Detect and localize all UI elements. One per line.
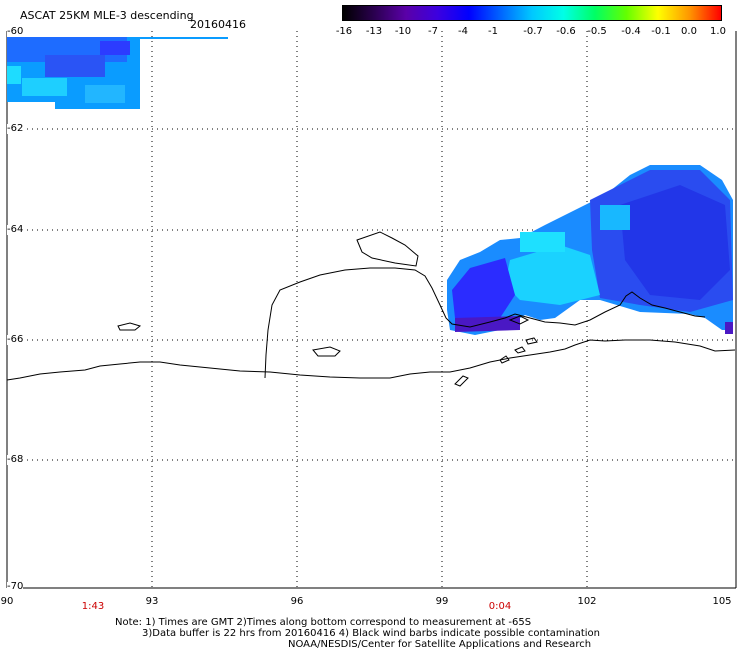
antarctic-coastline <box>6 231 736 387</box>
colorbar-label: -4 <box>458 26 468 37</box>
lat-label: -66 <box>7 334 24 345</box>
note-line-1: Note: 1) Times are GMT 2)Times along bot… <box>115 617 532 628</box>
product-date: 20160416 <box>190 18 246 31</box>
lon-label: 93 <box>145 596 159 607</box>
product-title: ASCAT 25KM MLE-3 descending <box>20 9 194 22</box>
colorbar-label: -10 <box>394 26 412 37</box>
colorbar <box>342 5 722 21</box>
graticule <box>7 31 736 588</box>
lat-label: -70 <box>7 581 24 592</box>
colorbar-label: -16 <box>335 26 353 37</box>
lon-label: 102 <box>577 596 597 607</box>
colorbar-label: -0.1 <box>651 26 671 37</box>
lon-label: 90 <box>0 596 14 607</box>
colorbar-label: -0.6 <box>556 26 576 37</box>
lon-label: 96 <box>290 596 304 607</box>
wind-swath-west <box>7 37 228 109</box>
lon-label: 99 <box>435 596 449 607</box>
lon-label: 105 <box>712 596 732 607</box>
colorbar-label: -0.7 <box>523 26 543 37</box>
colorbar-label: -0.4 <box>621 26 641 37</box>
colorbar-label: 1.0 <box>710 26 726 37</box>
colorbar-label: -1 <box>488 26 498 37</box>
lat-label: -68 <box>7 454 24 465</box>
colorbar-label: 0.0 <box>681 26 697 37</box>
note-line-3: NOAA/NESDIS/Center for Satellite Applica… <box>288 639 592 650</box>
colorbar-label: -7 <box>428 26 438 37</box>
lat-label: -62 <box>7 123 24 134</box>
wind-swath-east <box>447 165 733 335</box>
lat-label: -60 <box>7 26 24 37</box>
pass-time-label: 0:04 <box>488 601 512 612</box>
pass-time-label: 1:43 <box>81 601 105 612</box>
colorbar-label: -0.5 <box>587 26 607 37</box>
note-line-2: 3)Data buffer is 22 hrs from 20160416 4)… <box>142 628 600 639</box>
colorbar-gradient <box>342 5 722 21</box>
colorbar-label: -13 <box>365 26 383 37</box>
lat-label: -64 <box>7 224 24 235</box>
